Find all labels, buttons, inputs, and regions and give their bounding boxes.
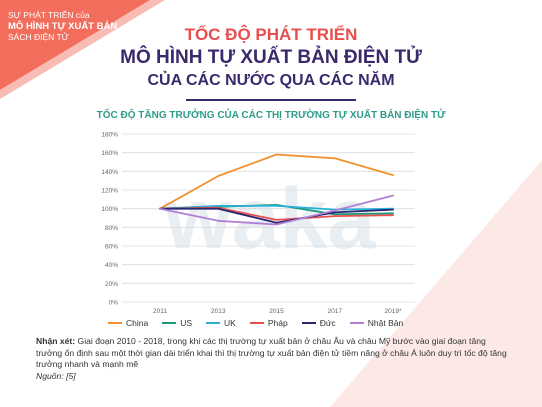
y-tick-label: 0% bbox=[109, 300, 119, 307]
y-tick-label: 140% bbox=[101, 169, 118, 176]
commentary: Nhận xét: Giai đoạn 2010 - 2018, trong k… bbox=[36, 336, 514, 382]
legend-label: Nhật Bản bbox=[367, 318, 404, 328]
x-tick-label: 2013 bbox=[211, 308, 226, 315]
series-line-china bbox=[159, 153, 394, 210]
page-title: TỐC ĐỘ PHÁT TRIỂN MÔ HÌNH TỰ XUẤT BẢN ĐI… bbox=[0, 24, 542, 92]
legend-label: Đức bbox=[319, 318, 336, 328]
legend-swatch bbox=[206, 322, 221, 324]
series-title-line2: MÔ HÌNH TỰ XUẤT BẢN bbox=[8, 21, 118, 32]
source-citation: Nguồn: [5] bbox=[36, 370, 76, 381]
y-tick-label: 40% bbox=[105, 262, 118, 269]
corner-wash-bottom-right bbox=[330, 160, 542, 407]
legend-item: US bbox=[162, 318, 192, 328]
legend-label: US bbox=[180, 318, 193, 328]
x-tick-label: 2015 bbox=[269, 308, 284, 315]
y-tick-label: 100% bbox=[101, 206, 118, 213]
title-underline bbox=[186, 99, 356, 101]
series-title-line1: SỰ PHÁT TRIỂN của bbox=[8, 10, 90, 20]
y-tick-label: 180% bbox=[101, 132, 118, 139]
commentary-label: Nhận xét: bbox=[36, 336, 76, 346]
y-tick-label: 20% bbox=[105, 281, 118, 288]
legend-label: China bbox=[126, 318, 149, 328]
x-tick-label: 2017 bbox=[328, 308, 343, 315]
x-tick-label: 2011 bbox=[153, 308, 167, 315]
series-line-uk bbox=[159, 204, 394, 211]
series-title: SỰ PHÁT TRIỂN của MÔ HÌNH TỰ XUẤT BẢN SÁ… bbox=[8, 10, 117, 43]
y-tick-label: 120% bbox=[101, 188, 118, 195]
page-title-line1: TỐC ĐỘ PHÁT TRIỂN bbox=[184, 25, 358, 44]
corner-band-shadow bbox=[0, 0, 165, 99]
series-line-đức bbox=[159, 207, 394, 224]
x-tick-label: 2019* bbox=[385, 308, 402, 315]
legend-item: Đức bbox=[301, 318, 336, 328]
series-line-nhật-bản bbox=[159, 194, 394, 226]
y-tick-label: 60% bbox=[105, 244, 118, 251]
legend-label: UK bbox=[224, 318, 236, 328]
legend-swatch bbox=[162, 322, 177, 324]
legend-item: Nhật Bản bbox=[349, 318, 404, 328]
page-title-line2: MÔ HÌNH TỰ XUẤT BẢN ĐIỆN TỬ bbox=[120, 47, 422, 68]
legend-swatch bbox=[108, 322, 122, 324]
legend-item: Pháp bbox=[249, 318, 288, 328]
chart-legend: China US UK Pháp Đức Nhật Bản bbox=[108, 318, 403, 328]
chart-title: TỐC ĐỘ TĂNG TRƯỞNG CỦA CÁC THỊ TRƯỜNG TỰ… bbox=[96, 110, 446, 121]
legend-item: UK bbox=[206, 318, 236, 328]
legend-swatch bbox=[249, 322, 264, 324]
legend-label: Pháp bbox=[267, 318, 288, 328]
series-title-line3: SÁCH ĐIỆN TỬ bbox=[8, 32, 69, 42]
y-tick-label: 80% bbox=[105, 225, 118, 232]
legend-item: China bbox=[108, 318, 148, 328]
page-title-line3: CỦA CÁC NƯỚC QUA CÁC NĂM bbox=[147, 72, 395, 89]
legend-swatch bbox=[301, 322, 316, 324]
commentary-text: Giai đoạn 2010 - 2018, trong khi các thị… bbox=[36, 336, 507, 369]
legend-swatch bbox=[349, 322, 364, 324]
y-tick-label: 160% bbox=[101, 150, 118, 157]
